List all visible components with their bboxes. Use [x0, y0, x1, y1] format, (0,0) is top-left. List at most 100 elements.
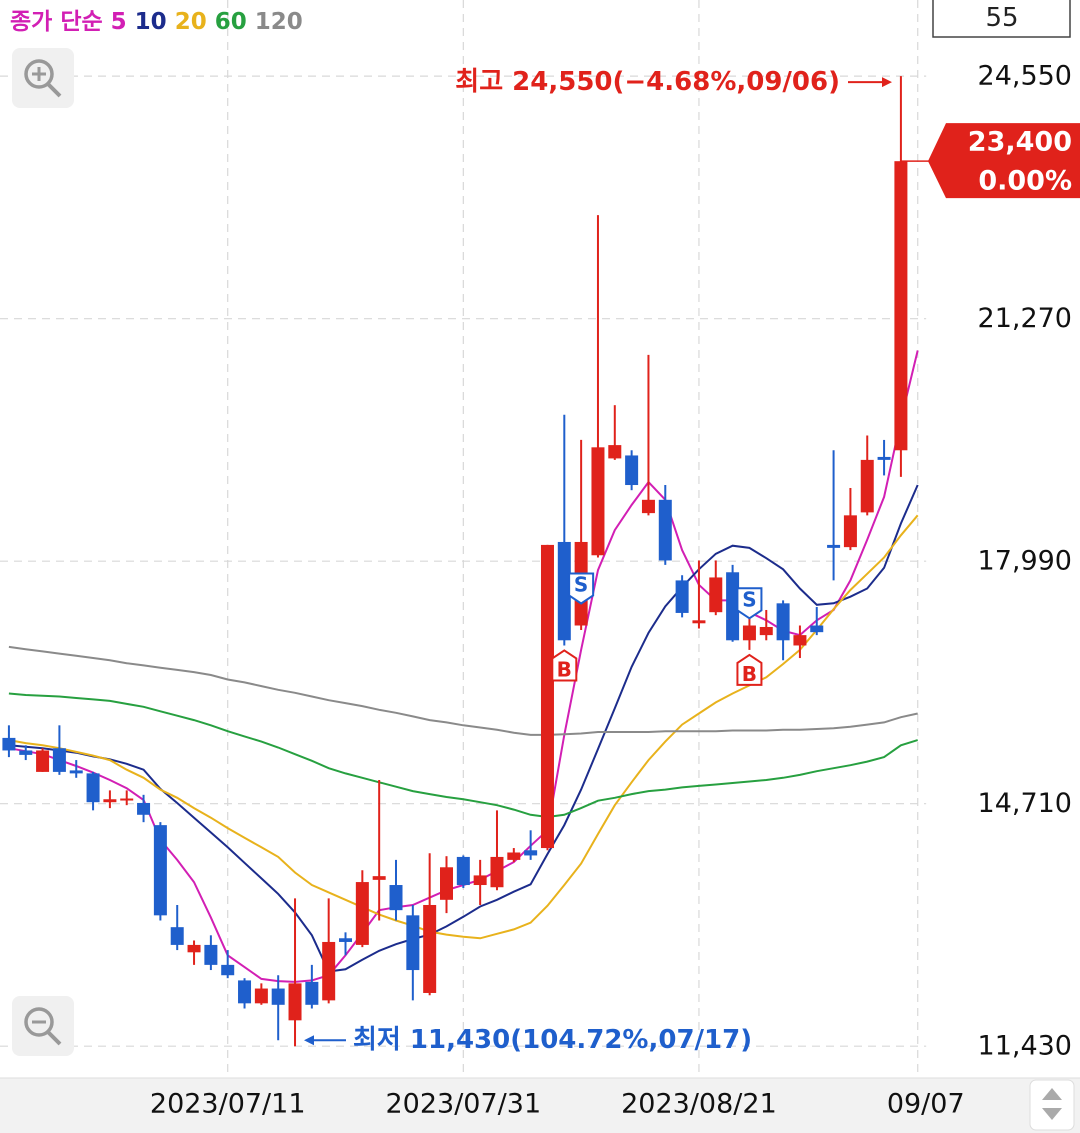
x-tick-label: 09/07	[887, 1089, 965, 1120]
x-tick-label: 2023/07/31	[386, 1089, 542, 1120]
annotation-arrowhead	[304, 1035, 314, 1046]
annotation-arrowhead	[882, 77, 892, 88]
legend-entry: 5	[111, 9, 127, 35]
y-tick-label: 14,710	[978, 788, 1072, 819]
period-box-label: 55	[985, 3, 1018, 33]
candle-body	[19, 750, 33, 755]
y-tick-label: 24,550	[978, 61, 1072, 92]
candle-body	[204, 944, 218, 965]
sell-signal: S	[568, 572, 595, 605]
candle-body	[238, 980, 252, 1004]
annotation: 최고 24,550(−4.68%,09/06)	[455, 67, 840, 97]
buy-signal: B	[736, 653, 763, 686]
candle-body	[742, 625, 756, 641]
signal-badge	[551, 649, 578, 682]
ma-line	[8, 692, 918, 819]
candle-body	[726, 572, 740, 641]
candle-body	[120, 798, 134, 801]
candle-body	[221, 964, 235, 976]
buy-signal: B	[551, 649, 578, 682]
current-price-change: 0.00%	[978, 166, 1072, 197]
legend-entry: 20	[175, 9, 207, 35]
signal-label: S	[742, 587, 756, 611]
candle-body	[540, 544, 554, 849]
annotation: 최저 11,430(104.72%,07/17)	[353, 1025, 752, 1055]
candle-body	[473, 875, 487, 886]
candle-body	[254, 988, 268, 1004]
candle-body	[187, 944, 201, 953]
candle-body	[507, 852, 521, 860]
candle-body	[406, 915, 420, 971]
x-axis-bar	[0, 1078, 1080, 1133]
candle-body	[709, 577, 723, 613]
candle-body	[456, 856, 470, 886]
candle-body	[641, 499, 655, 514]
zoom-in[interactable]	[12, 48, 74, 108]
period-box	[932, 0, 1071, 38]
sell-signal: S	[736, 587, 763, 620]
x-tick-label: 2023/08/21	[621, 1089, 777, 1120]
signal-badge	[568, 572, 595, 605]
candle-body	[675, 580, 689, 613]
candle-body	[894, 161, 908, 451]
candle-body	[305, 981, 319, 1005]
signal-badge	[736, 653, 763, 686]
candle-body	[776, 603, 790, 641]
candle-body	[389, 885, 403, 911]
signal-label: S	[574, 573, 588, 597]
x-axis: 2023/07/11 2023/07/31 2023/08/21 09/07	[150, 1089, 965, 1120]
candle-body	[69, 770, 83, 774]
candle-body	[843, 515, 857, 548]
current-price-label: 23,400	[968, 127, 1072, 158]
candle-body	[86, 773, 100, 803]
candles	[2, 76, 908, 1047]
ma-line	[8, 645, 918, 736]
candle-body	[52, 748, 66, 772]
y-tick-label: 21,270	[978, 303, 1072, 334]
overlay: 11,430 14,710 17,990 21,270 24,550 B B S S 최고 24,…	[304, 61, 1080, 1062]
candle-body	[490, 856, 504, 888]
legend-entry: 10	[135, 9, 167, 35]
scroll-control[interactable]	[1029, 1079, 1075, 1131]
zoom-out[interactable]	[12, 996, 74, 1056]
y-tick-label: 17,990	[978, 546, 1072, 577]
candle-body	[591, 447, 605, 556]
candle-body	[439, 867, 453, 900]
candle-body	[103, 799, 117, 803]
x-tick-label: 2023/07/11	[150, 1089, 306, 1120]
candle-body	[2, 737, 16, 751]
grid	[0, 0, 927, 1078]
candle-body	[625, 455, 639, 486]
ma-line	[8, 514, 919, 940]
candle-body	[170, 927, 184, 945]
legend: 종가 단순 5 10 20 60 120	[10, 9, 303, 35]
candle-body	[658, 499, 672, 561]
legend-entry: 종가 단순	[10, 9, 103, 35]
candle-body	[810, 625, 824, 633]
candle-body	[524, 850, 538, 856]
candle-body	[322, 941, 336, 1001]
legend-entry: 120	[255, 9, 303, 35]
candle-body	[372, 876, 386, 880]
candle-body	[793, 635, 807, 646]
candle-body	[877, 456, 891, 460]
signal-label: B	[742, 662, 757, 686]
candle-body	[860, 459, 874, 513]
candle-body	[137, 802, 151, 815]
current-price-tag	[928, 123, 1080, 199]
candle-body	[271, 988, 285, 1005]
candle-body	[288, 983, 302, 1021]
candle-body	[692, 620, 706, 624]
candle-body	[355, 882, 369, 945]
candle-body	[827, 544, 841, 548]
candle-body	[557, 541, 571, 641]
candle-body	[759, 626, 773, 636]
signal-label: B	[557, 657, 572, 681]
candle-body	[608, 445, 622, 459]
y-tick-label: 11,430	[978, 1031, 1072, 1062]
signal-badge	[736, 587, 763, 620]
candle-body	[423, 904, 437, 993]
candle-body	[36, 750, 50, 772]
legend-entry: 60	[215, 9, 247, 35]
